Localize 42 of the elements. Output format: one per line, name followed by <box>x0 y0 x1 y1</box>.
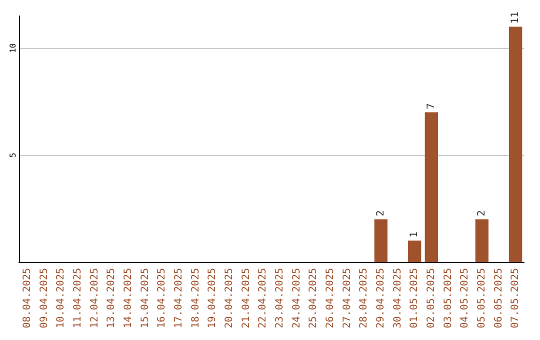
x-tick-label: 24.04.2025 <box>291 268 302 328</box>
x-tick-label: 02.05.2025 <box>426 268 437 328</box>
x-tick-label: 26.04.2025 <box>324 268 336 328</box>
x-tick-label: 08.04.2025 <box>22 268 33 328</box>
x-tick-label: 18.04.2025 <box>190 268 202 328</box>
x-tick-label: 09.04.2025 <box>38 268 50 328</box>
x-tick-label: 04.05.2025 <box>460 268 471 328</box>
data-label: 2 <box>476 210 488 216</box>
x-tick-label: 29.04.2025 <box>375 268 386 328</box>
x-tick-label: 25.04.2025 <box>308 268 320 328</box>
data-label: 11 <box>510 12 522 24</box>
bar <box>374 219 388 262</box>
x-tick-label: 14.04.2025 <box>122 268 134 328</box>
x-tick-label: 11.04.2025 <box>72 268 84 328</box>
data-label: 7 <box>426 103 437 110</box>
x-tick-label: 23.04.2025 <box>274 268 286 328</box>
x-tick-label: 19.04.2025 <box>207 268 218 328</box>
x-tick-label: 30.04.2025 <box>392 268 404 328</box>
x-tick-label: 03.05.2025 <box>442 268 454 328</box>
x-tick-label: 05.05.2025 <box>476 268 488 328</box>
data-label: 2 <box>375 210 386 216</box>
x-tick-label: 10.04.2025 <box>56 268 67 328</box>
x-tick-label: 28.04.2025 <box>358 268 370 328</box>
x-tick-label: 22.04.2025 <box>258 268 269 328</box>
x-tick-label: 07.05.2025 <box>510 268 522 328</box>
y-tick-label: 10 <box>8 43 18 53</box>
x-tick-label: 01.05.2025 <box>409 268 420 328</box>
data-label: 1 <box>409 232 420 238</box>
x-tick-label: 15.04.2025 <box>140 268 151 328</box>
bar <box>509 26 522 262</box>
x-tick-label: 13.04.2025 <box>106 268 118 328</box>
bar <box>408 240 422 262</box>
x-tick-label: 20.04.2025 <box>224 268 235 328</box>
x-tick-label: 17.04.2025 <box>173 268 184 328</box>
bar <box>475 219 488 262</box>
x-tick-label: 27.04.2025 <box>342 268 353 328</box>
x-tick-label: 16.04.2025 <box>156 268 168 328</box>
y-tick-label: 5 <box>8 152 18 158</box>
x-tick-label: 06.05.2025 <box>493 268 504 328</box>
x-tick-label: 12.04.2025 <box>89 268 100 328</box>
x-tick-label: 21.04.2025 <box>240 268 252 328</box>
bar <box>424 112 438 262</box>
